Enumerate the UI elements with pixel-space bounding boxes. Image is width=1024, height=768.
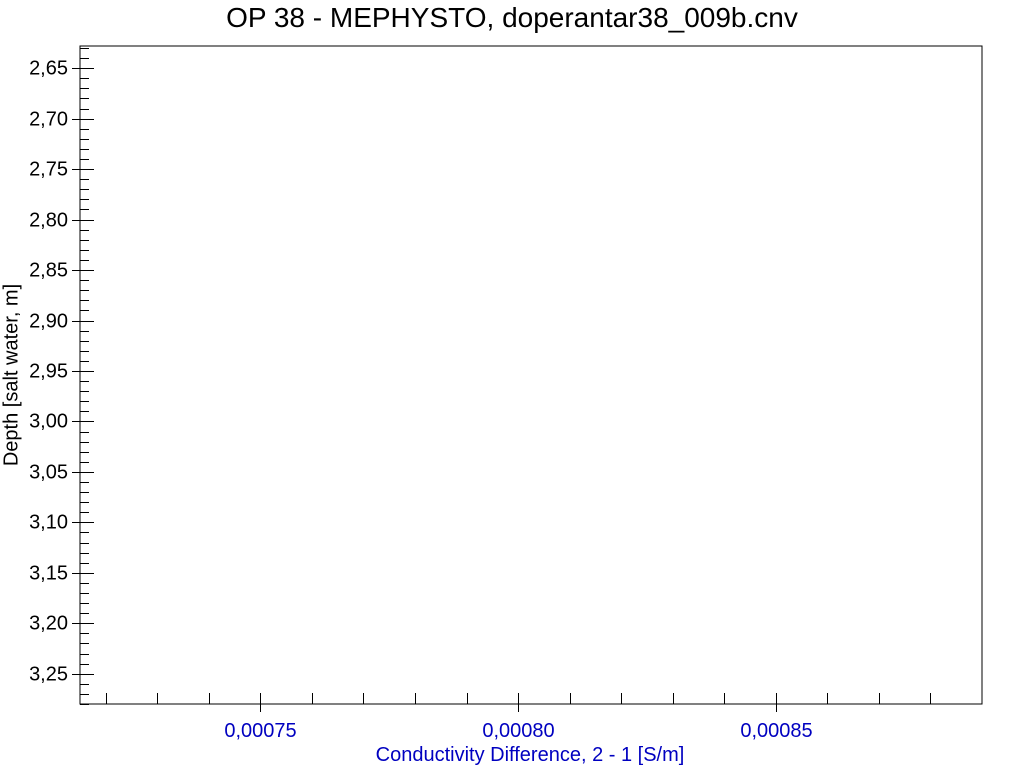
y-tick-label: 2,65	[29, 58, 68, 80]
y-tick-label: 2,85	[29, 260, 68, 282]
x-axis-label: Conductivity Difference, 2 - 1 [S/m]	[375, 744, 685, 766]
y-tick-label: 2,75	[29, 159, 68, 181]
y-tick-label: 3,15	[29, 563, 68, 585]
x-tick-label: 0,00085	[740, 720, 812, 742]
y-tick-label: 3,25	[29, 664, 68, 686]
y-tick-label: 3,10	[29, 512, 68, 534]
chart-title: OP 38 - MEPHYSTO, doperantar38_009b.cnv	[226, 2, 798, 33]
x-tick-label: 0,00075	[224, 720, 296, 742]
x-tick-label: 0,00080	[482, 720, 554, 742]
y-axis: 2,65 2,70 2,75 2,80 2,85 2,90 2,95 3,00 3,05 3,10…	[29, 48, 94, 705]
y-tick-label: 2,80	[29, 210, 68, 232]
x-axis: 0,00075 0,00080 0,00085	[106, 693, 931, 742]
y-tick-label: 2,90	[29, 311, 68, 333]
y-axis-label: Depth [salt water, m]	[0, 283, 23, 467]
y-tick-label: 2,95	[29, 361, 68, 383]
plot-frame	[79, 45, 983, 705]
y-tick-label: 3,20	[29, 613, 68, 635]
y-tick-label: 3,05	[29, 462, 68, 484]
y-tick-label: 3,00	[29, 411, 68, 433]
y-tick-label: 2,70	[29, 109, 68, 131]
